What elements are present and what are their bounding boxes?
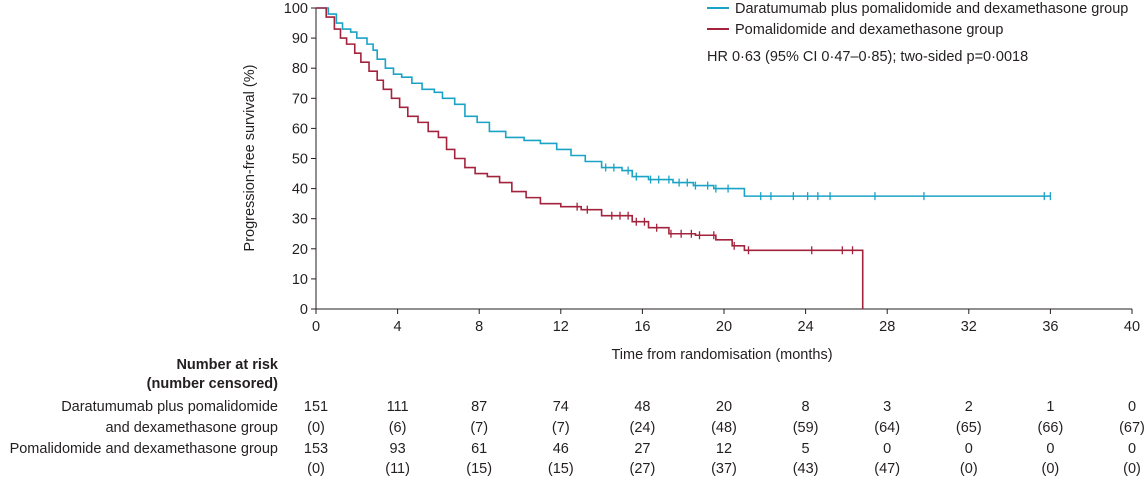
legend-label-pomalidomide: Pomalidomide and dexamethasone group xyxy=(735,22,1003,38)
x-tick-label: 12 xyxy=(553,319,569,335)
censored-count: (7) xyxy=(470,420,489,436)
y-tick-label: 70 xyxy=(292,91,308,107)
censored-count: (59) xyxy=(792,420,819,436)
risk-table-subtitle: (number censored) xyxy=(146,376,278,392)
axes: 0 10 20 30 40 50 60 70 80 90 100 0 4 8 12 16 20 24 28 32 36… xyxy=(284,1,1140,335)
x-axis-label: Time from randomisation (months) xyxy=(611,347,832,363)
censored-count: (11) xyxy=(385,461,410,477)
censored-count: (0) xyxy=(1123,461,1141,477)
x-tick-label: 32 xyxy=(961,319,977,335)
series-layer xyxy=(316,7,1052,309)
risk-count: 93 xyxy=(389,441,406,457)
risk-count: 3 xyxy=(883,399,892,415)
x-tick-label: 24 xyxy=(798,319,814,335)
censored-count: (27) xyxy=(629,461,656,477)
y-tick-label: 30 xyxy=(292,212,308,228)
x-tick-label: 4 xyxy=(394,319,402,335)
legend-label-daratumumab: Daratumumab plus pomalidomide and dexame… xyxy=(735,1,1128,17)
censored-count: (15) xyxy=(466,461,493,477)
risk-count: 0 xyxy=(883,441,892,457)
risk-count: 8 xyxy=(801,399,810,415)
y-tick-label: 0 xyxy=(300,302,308,318)
censored-count: (0) xyxy=(1041,461,1060,477)
censored-count: (48) xyxy=(711,420,737,436)
risk-table-title: Number at risk xyxy=(176,357,278,373)
risk-count: 2 xyxy=(964,399,973,415)
x-tick-label: 36 xyxy=(1042,319,1058,335)
risk-count: 74 xyxy=(552,399,569,415)
risk-count: 0 xyxy=(1127,399,1137,415)
x-tick-label: 8 xyxy=(475,319,483,335)
y-tick-label: 20 xyxy=(292,242,308,258)
censored-count: (67) xyxy=(1119,420,1145,436)
risk-count: 5 xyxy=(801,441,810,457)
y-tick-label: 40 xyxy=(292,182,308,198)
y-tick-label: 50 xyxy=(292,152,308,168)
risk-count: 87 xyxy=(471,399,488,415)
censored-count: (0) xyxy=(959,461,978,477)
risk-count: 20 xyxy=(715,399,733,415)
x-ticks: 0 4 8 12 16 20 24 28 32 36 40 xyxy=(312,309,1140,335)
risk-count: 61 xyxy=(471,441,488,457)
y-axis-label: Progression-free survival (%) xyxy=(242,65,258,252)
risk-count: 1 xyxy=(1046,399,1055,415)
censored-count: (65) xyxy=(955,420,982,436)
series-line-daratumumab xyxy=(316,7,1051,197)
y-ticks: 0 10 20 30 40 50 60 70 80 90 100 xyxy=(284,1,316,318)
x-tick-label: 40 xyxy=(1124,319,1140,335)
y-tick-label: 60 xyxy=(292,121,308,137)
hazard-ratio-annotation: HR 0·63 (95% CI 0·47–0·85); two-sided p=… xyxy=(707,49,1028,65)
risk-count: 0 xyxy=(964,441,973,457)
risk-count: 153 xyxy=(303,441,329,457)
censored-count: (0) xyxy=(307,420,325,436)
legend: Daratumumab plus pomalidomide and dexame… xyxy=(707,1,1128,65)
risk-row-label-daratumumab-line2: and dexamethasone group xyxy=(105,420,278,436)
series-line-pomalidomide xyxy=(316,7,864,309)
risk-count: 0 xyxy=(1046,441,1055,457)
censored-count: (66) xyxy=(1037,420,1064,436)
risk-count: 48 xyxy=(634,399,651,415)
risk-count: 0 xyxy=(1127,441,1137,457)
x-tick-label: 0 xyxy=(312,319,320,335)
risk-count: 12 xyxy=(715,441,733,457)
x-tick-label: 20 xyxy=(716,319,732,335)
censored-count: (7) xyxy=(551,420,570,436)
censored-count: (47) xyxy=(874,461,901,477)
x-tick-label: 16 xyxy=(634,319,650,335)
censored-count: (0) xyxy=(307,461,325,477)
censored-count: (15) xyxy=(547,461,574,477)
y-tick-label: 100 xyxy=(284,1,308,17)
censored-count: (37) xyxy=(711,461,737,477)
risk-row-label-pomalidomide: Pomalidomide and dexamethasone group xyxy=(9,441,278,457)
y-tick-label: 90 xyxy=(292,31,308,47)
risk-count: 111 xyxy=(386,399,409,415)
risk-count: 27 xyxy=(634,441,651,457)
censored-count: (6) xyxy=(388,420,407,436)
censored-count: (64) xyxy=(874,420,901,436)
y-tick-label: 80 xyxy=(292,61,308,77)
risk-row-label-daratumumab: Daratumumab plus pomalidomide xyxy=(61,399,278,415)
censored-count: (43) xyxy=(792,461,819,477)
censored-count: (24) xyxy=(629,420,656,436)
risk-count: 46 xyxy=(552,441,569,457)
y-tick-label: 10 xyxy=(292,272,308,288)
risk-count: 151 xyxy=(303,399,329,415)
x-tick-label: 28 xyxy=(879,319,895,335)
